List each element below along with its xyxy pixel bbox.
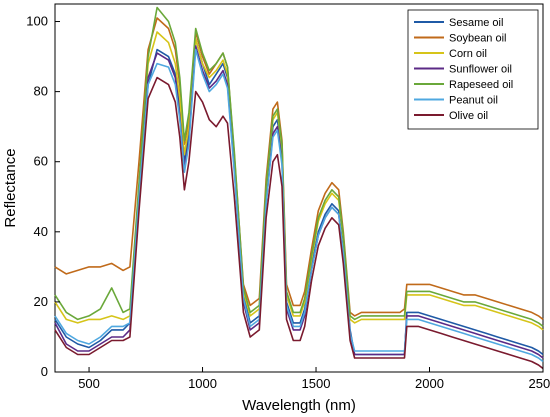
legend-label: Olive oil: [449, 110, 488, 122]
y-tick-label: 80: [34, 84, 48, 99]
legend-label: Rapeseed oil: [449, 79, 513, 91]
series-line-peanut-oil: [54, 48, 544, 363]
legend-label: Peanut oil: [449, 95, 498, 107]
series-layer: [54, 6, 544, 370]
legend-label: Corn oil: [449, 48, 487, 60]
x-axis-title: Wavelength (nm): [242, 397, 356, 414]
y-tick-label: 60: [34, 154, 48, 169]
series-line-soybean-oil: [54, 17, 544, 321]
series-line-sesame-oil: [54, 38, 544, 356]
y-tick-label: 20: [34, 294, 48, 309]
legend: Sesame oil Soybean oil Corn oil Sunflower o…: [407, 9, 539, 130]
series-line-sunflower-oil: [54, 45, 544, 359]
legend-label: Sesame oil: [449, 17, 503, 29]
y-tick-label: 100: [26, 14, 48, 29]
series-line-rapeseed-oil: [54, 6, 544, 328]
x-tick-label: 1000: [188, 376, 217, 391]
x-tick-label: 500: [78, 376, 100, 391]
y-tick-label: 40: [34, 224, 48, 239]
x-tick-label: 2000: [415, 376, 444, 391]
y-axis-title: Reflectance: [2, 148, 19, 227]
x-tick-label: 1500: [302, 376, 331, 391]
y-tick-label: 0: [41, 364, 48, 379]
y-axis-ticks: 0 20 40 60 80 100: [26, 14, 60, 379]
series-line-corn-oil: [54, 31, 544, 331]
series-line-olive-oil: [54, 76, 544, 370]
legend-label: Sunflower oil: [449, 64, 512, 76]
legend-label: Soybean oil: [449, 33, 507, 45]
